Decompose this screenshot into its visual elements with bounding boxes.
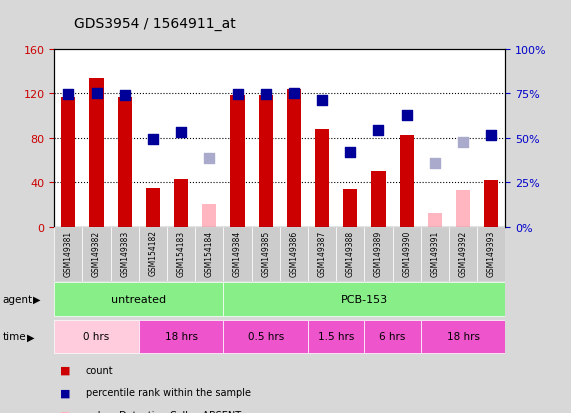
FancyBboxPatch shape bbox=[54, 320, 139, 353]
FancyBboxPatch shape bbox=[139, 320, 223, 353]
Text: ■: ■ bbox=[60, 365, 70, 375]
Text: 1.5 hrs: 1.5 hrs bbox=[318, 332, 355, 342]
Text: GSM149390: GSM149390 bbox=[402, 230, 411, 276]
Text: ■: ■ bbox=[60, 387, 70, 397]
Bar bbox=[456, 190, 470, 227]
FancyBboxPatch shape bbox=[54, 227, 82, 281]
Bar bbox=[315, 130, 329, 227]
Text: 18 hrs: 18 hrs bbox=[164, 332, 198, 342]
FancyBboxPatch shape bbox=[167, 227, 195, 281]
Text: GSM149385: GSM149385 bbox=[261, 230, 270, 276]
FancyBboxPatch shape bbox=[421, 227, 449, 281]
FancyBboxPatch shape bbox=[364, 320, 421, 353]
Point bbox=[64, 92, 73, 98]
Bar bbox=[202, 205, 216, 227]
Text: GSM149384: GSM149384 bbox=[233, 230, 242, 276]
Bar bbox=[174, 179, 188, 227]
Bar bbox=[231, 96, 244, 227]
Point bbox=[261, 92, 270, 98]
Point bbox=[402, 113, 411, 119]
Text: GSM154184: GSM154184 bbox=[205, 230, 214, 276]
Bar bbox=[428, 214, 442, 227]
Text: GSM149392: GSM149392 bbox=[459, 230, 468, 276]
FancyBboxPatch shape bbox=[393, 227, 421, 281]
Text: percentile rank within the sample: percentile rank within the sample bbox=[86, 387, 251, 397]
Text: 18 hrs: 18 hrs bbox=[447, 332, 480, 342]
Text: GSM149386: GSM149386 bbox=[289, 230, 299, 276]
Bar bbox=[146, 188, 160, 227]
Text: GSM149382: GSM149382 bbox=[92, 230, 101, 276]
Text: ■: ■ bbox=[60, 410, 70, 413]
Text: GSM149391: GSM149391 bbox=[431, 230, 439, 276]
FancyBboxPatch shape bbox=[477, 227, 505, 281]
Bar bbox=[61, 97, 75, 227]
Text: 6 hrs: 6 hrs bbox=[379, 332, 406, 342]
FancyBboxPatch shape bbox=[308, 227, 336, 281]
FancyBboxPatch shape bbox=[111, 227, 139, 281]
Text: time: time bbox=[3, 332, 26, 342]
FancyBboxPatch shape bbox=[421, 320, 505, 353]
Point bbox=[148, 136, 158, 143]
Text: ▶: ▶ bbox=[27, 332, 35, 342]
FancyBboxPatch shape bbox=[223, 227, 252, 281]
Text: PCB-153: PCB-153 bbox=[341, 294, 388, 304]
FancyBboxPatch shape bbox=[82, 227, 111, 281]
Point bbox=[317, 97, 327, 104]
Text: GSM154182: GSM154182 bbox=[148, 230, 158, 276]
Text: count: count bbox=[86, 365, 113, 375]
FancyBboxPatch shape bbox=[54, 282, 223, 316]
Text: ▶: ▶ bbox=[33, 294, 40, 304]
Point bbox=[92, 91, 101, 97]
FancyBboxPatch shape bbox=[280, 227, 308, 281]
Bar bbox=[287, 90, 301, 227]
FancyBboxPatch shape bbox=[195, 227, 223, 281]
Bar bbox=[343, 190, 357, 227]
Point bbox=[289, 91, 299, 97]
Point bbox=[120, 93, 129, 100]
Point bbox=[233, 92, 242, 98]
FancyBboxPatch shape bbox=[139, 227, 167, 281]
Text: GSM149388: GSM149388 bbox=[346, 230, 355, 276]
Point bbox=[374, 127, 383, 134]
Point bbox=[431, 161, 440, 167]
Text: GSM154183: GSM154183 bbox=[176, 230, 186, 276]
Text: GSM149387: GSM149387 bbox=[317, 230, 327, 276]
Point bbox=[486, 133, 496, 140]
Text: value, Detection Call = ABSENT: value, Detection Call = ABSENT bbox=[86, 410, 241, 413]
FancyBboxPatch shape bbox=[336, 227, 364, 281]
Bar bbox=[118, 97, 132, 227]
Bar bbox=[484, 180, 498, 227]
Point bbox=[176, 130, 186, 136]
Bar bbox=[259, 96, 273, 227]
Bar bbox=[90, 78, 103, 227]
FancyBboxPatch shape bbox=[449, 227, 477, 281]
FancyBboxPatch shape bbox=[223, 282, 505, 316]
Text: agent: agent bbox=[3, 294, 33, 304]
Point bbox=[459, 140, 468, 146]
Bar bbox=[371, 172, 385, 227]
Text: 0.5 hrs: 0.5 hrs bbox=[248, 332, 284, 342]
Text: GSM149389: GSM149389 bbox=[374, 230, 383, 276]
FancyBboxPatch shape bbox=[223, 320, 308, 353]
FancyBboxPatch shape bbox=[308, 320, 364, 353]
Text: GSM149383: GSM149383 bbox=[120, 230, 129, 276]
FancyBboxPatch shape bbox=[364, 227, 393, 281]
FancyBboxPatch shape bbox=[252, 227, 280, 281]
Text: GSM149393: GSM149393 bbox=[486, 230, 496, 276]
Text: 0 hrs: 0 hrs bbox=[83, 332, 110, 342]
Bar bbox=[400, 136, 414, 227]
Text: GSM149381: GSM149381 bbox=[64, 230, 73, 276]
Point bbox=[205, 155, 214, 161]
Point bbox=[345, 150, 355, 156]
Text: GDS3954 / 1564911_at: GDS3954 / 1564911_at bbox=[74, 17, 236, 31]
Text: untreated: untreated bbox=[111, 294, 166, 304]
